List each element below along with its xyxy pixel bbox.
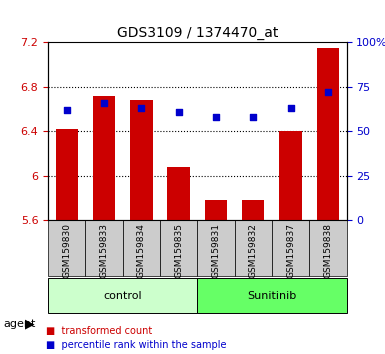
Point: [64, 107, 70, 113]
Text: GSM159838: GSM159838: [323, 223, 332, 278]
FancyBboxPatch shape: [160, 221, 197, 276]
Bar: [93, 96, 115, 221]
Bar: [316, 48, 339, 221]
Point: [176, 109, 182, 115]
FancyBboxPatch shape: [272, 221, 309, 276]
FancyBboxPatch shape: [48, 278, 197, 313]
Point: [325, 90, 331, 95]
Bar: [280, 131, 302, 221]
Text: control: control: [104, 291, 142, 301]
Text: GSM159837: GSM159837: [286, 223, 295, 278]
Point: [213, 114, 219, 120]
Bar: [130, 100, 152, 221]
Point: [101, 100, 107, 106]
Text: GSM159834: GSM159834: [137, 223, 146, 278]
FancyBboxPatch shape: [234, 221, 272, 276]
FancyBboxPatch shape: [309, 221, 346, 276]
Bar: [55, 129, 78, 221]
Text: ■  transformed count: ■ transformed count: [46, 326, 152, 336]
Point: [250, 114, 256, 120]
Title: GDS3109 / 1374470_at: GDS3109 / 1374470_at: [117, 26, 278, 40]
FancyBboxPatch shape: [85, 221, 123, 276]
Text: Sunitinib: Sunitinib: [247, 291, 296, 301]
FancyBboxPatch shape: [197, 278, 346, 313]
FancyBboxPatch shape: [48, 221, 85, 276]
Text: GSM159830: GSM159830: [62, 223, 71, 278]
Bar: [167, 167, 190, 221]
Point: [138, 105, 144, 111]
Bar: [242, 200, 264, 221]
Text: agent: agent: [4, 319, 36, 329]
Text: ■  percentile rank within the sample: ■ percentile rank within the sample: [46, 340, 227, 350]
Text: ▶: ▶: [25, 318, 35, 330]
Text: GSM159835: GSM159835: [174, 223, 183, 278]
Text: GSM159832: GSM159832: [249, 223, 258, 278]
FancyBboxPatch shape: [197, 221, 234, 276]
Point: [288, 105, 294, 111]
Bar: [205, 200, 227, 221]
FancyBboxPatch shape: [123, 221, 160, 276]
Text: GSM159833: GSM159833: [100, 223, 109, 278]
Text: GSM159831: GSM159831: [211, 223, 221, 278]
